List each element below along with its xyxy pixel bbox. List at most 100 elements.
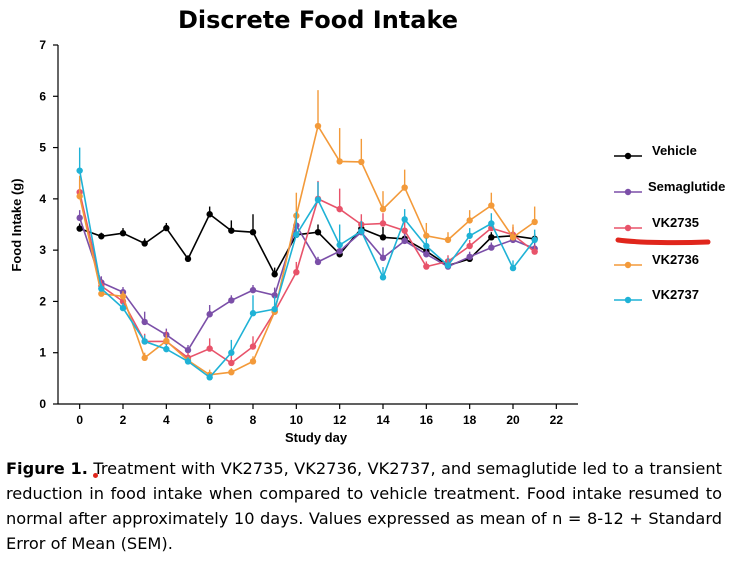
vk2737-point [423, 242, 430, 250]
semaglutide-point [466, 253, 473, 261]
vehicle-point [249, 228, 257, 236]
series-vk2736 [76, 90, 538, 378]
vk2736-point [509, 234, 517, 241]
vk2737-point [98, 285, 105, 292]
x-tick-label: 0 [76, 413, 83, 427]
x-tick-label: 6 [206, 413, 213, 427]
x-tick-label: 14 [376, 413, 390, 427]
y-tick-label: 0 [39, 397, 46, 411]
legend-label-vk2737: VK2737 [652, 287, 699, 302]
vk2737-point [271, 305, 278, 313]
vk2736-point [466, 217, 473, 224]
vk2735-point [466, 242, 473, 250]
vk2736-point [314, 122, 322, 130]
vk2736-point [444, 236, 452, 244]
semaglutide-line [78, 217, 535, 352]
vehicle-point [488, 234, 495, 241]
semaglutide-point [228, 297, 235, 304]
vk2737-point [206, 374, 213, 381]
semaglutide-point [141, 318, 148, 326]
vk2735-point [228, 359, 235, 367]
vk2736-point [119, 293, 127, 300]
series-vk2735 [76, 179, 538, 367]
vk2737-point [336, 241, 343, 249]
x-tick-label: 10 [290, 413, 304, 427]
vk2737-point [466, 232, 473, 239]
vk2736-point [488, 202, 495, 209]
red-underline-annotation [615, 237, 711, 246]
legend-marker-semaglutide [624, 188, 632, 196]
semaglutide-point [379, 254, 387, 262]
vk2735-point [531, 248, 538, 255]
vk2735-point [401, 227, 408, 234]
vk2736-point [423, 232, 430, 239]
vehicle-point [314, 228, 322, 236]
red-dot-mark [93, 473, 99, 478]
food-intake-chart: Discrete Food Intake Food Intake (g) Stu… [9, 6, 725, 445]
semaglutide-point [249, 286, 257, 294]
semaglutide-point [336, 247, 343, 255]
legend-label-vk2736: VK2736 [652, 252, 699, 267]
vk2737-point [141, 338, 148, 345]
vk2736-point [531, 218, 538, 226]
vehicle-point [228, 227, 235, 234]
x-tick-label: 12 [333, 413, 347, 427]
vk2737-point [358, 227, 365, 235]
vk2735-line [78, 192, 536, 364]
vk2736-line [78, 123, 536, 376]
legend-label-vehicle: Vehicle [652, 143, 697, 158]
vk2735-point [379, 220, 387, 227]
vk2737-point [379, 274, 387, 281]
vk2736-point [249, 358, 257, 365]
figure-label: Figure 1. [6, 459, 88, 478]
vk2736-point [76, 193, 83, 200]
x-tick-label: 4 [163, 413, 170, 427]
vk2737-point [119, 304, 127, 312]
vk2736-point [228, 369, 235, 376]
vk2735-point [423, 263, 430, 270]
vk2736-point [336, 158, 343, 165]
vk2737-point [444, 262, 452, 269]
vk2736-point [401, 184, 408, 191]
vk2737-point [228, 349, 235, 356]
vk2736-point [379, 205, 387, 213]
y-tick-label: 1 [39, 346, 46, 360]
semaglutide-point [488, 244, 495, 251]
x-axis-label: Study day [285, 430, 348, 445]
vk2736-point [141, 354, 148, 362]
semaglutide-point [401, 237, 408, 245]
vk2735-point [249, 343, 257, 350]
legend-label-vk2735: VK2735 [652, 215, 699, 230]
vk2737-point [184, 358, 192, 365]
vk2735-point [206, 345, 213, 352]
legend-marker-vk2736 [624, 261, 632, 269]
y-axis-label: Food Intake (g) [9, 178, 24, 271]
x-tick-label: 20 [506, 413, 520, 427]
vk2736-point [358, 158, 365, 166]
figure-caption: Figure 1. Treatment with VK2735, VK2736,… [6, 456, 722, 556]
chart-title: Discrete Food Intake [178, 6, 458, 34]
legend-marker-vk2737 [624, 296, 632, 304]
x-tick-label: 8 [250, 413, 257, 427]
semaglutide-point [423, 251, 430, 258]
y-tick-label: 2 [39, 294, 46, 308]
vk2737-point [249, 310, 257, 317]
semaglutide-point [271, 292, 278, 299]
vk2737-line [78, 170, 536, 379]
figure-caption-text: Treatment with VK2735, VK2736, VK2737, a… [6, 459, 722, 553]
vk2737-point [76, 167, 83, 174]
series-vk2737 [76, 147, 538, 381]
vk2737-point [509, 264, 517, 272]
vk2735-point [336, 205, 343, 213]
vehicle-point [271, 271, 278, 278]
vehicle-point [206, 211, 213, 218]
semaglutide-point [76, 214, 83, 222]
x-tick-label: 16 [420, 413, 434, 427]
x-tick-label: 18 [463, 413, 477, 427]
semaglutide-point [206, 311, 213, 318]
legend-label-semaglutide: Semaglutide [648, 179, 725, 194]
y-tick-label: 7 [39, 38, 46, 52]
vk2737-point [163, 345, 170, 353]
vehicle-point [379, 234, 387, 241]
vehicle-point [184, 255, 192, 263]
